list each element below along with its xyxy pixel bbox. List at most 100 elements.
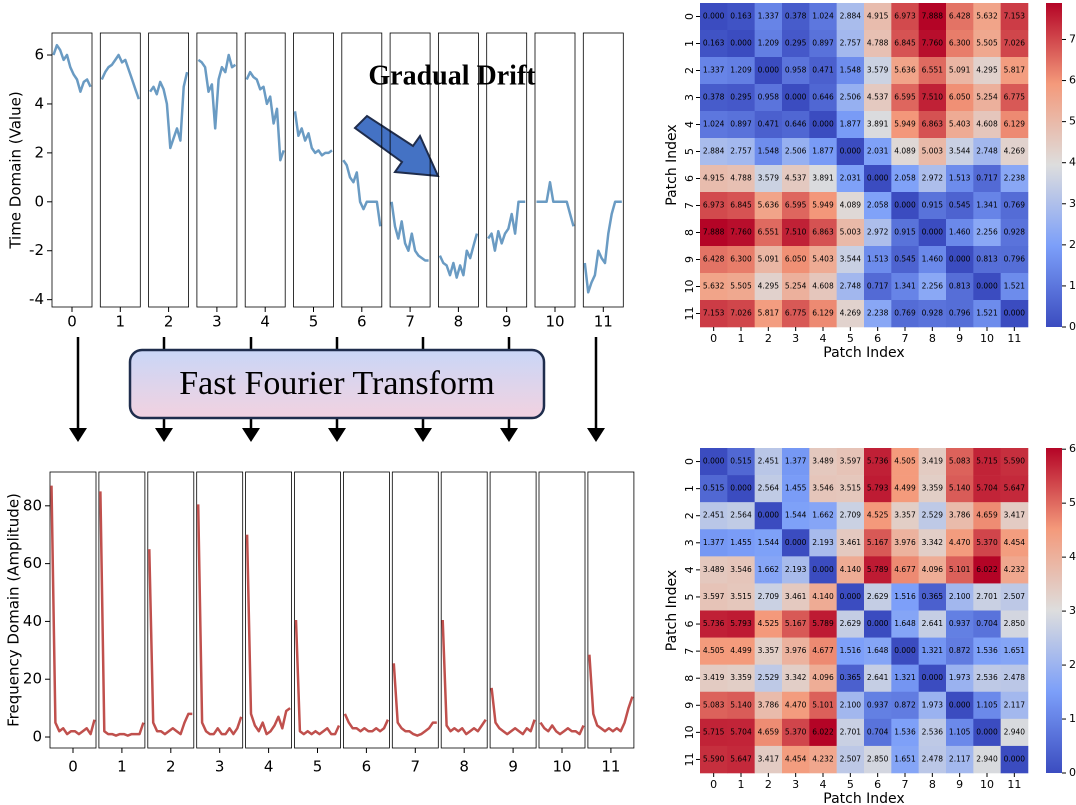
series-line	[149, 71, 189, 150]
heatmap-cell	[809, 529, 837, 557]
heatmap-cell	[973, 84, 1001, 112]
heatmap-cell	[700, 583, 728, 611]
heatmap-cell	[754, 475, 783, 503]
heatmap-cell	[754, 219, 783, 247]
heatmap-cell	[700, 745, 728, 774]
cell-label: 4.788	[867, 39, 889, 48]
cell-label: 2.748	[976, 147, 998, 156]
heatmap-cell	[891, 583, 919, 611]
cell-label: 1.341	[894, 282, 916, 291]
panel-frame	[534, 32, 576, 308]
heatmap-cell	[836, 30, 865, 58]
cell-label: 2.536	[922, 727, 944, 736]
heatmap-cell	[836, 610, 865, 638]
heatmap-cell	[864, 273, 892, 301]
cell-label: 5.632	[976, 12, 998, 21]
heatmap-cell	[727, 219, 755, 247]
heatmap-cell	[918, 57, 947, 85]
colorbar-tick-label: 6	[1069, 442, 1076, 455]
heatmap-cell	[700, 529, 728, 557]
cell-label: 4.232	[1004, 565, 1026, 574]
cell-label: 2.100	[840, 700, 862, 709]
y-tick-label: 8	[683, 229, 696, 236]
colorbar	[1046, 3, 1062, 327]
heatmap-cell	[782, 30, 810, 58]
heatmap-cell	[754, 30, 783, 58]
cell-label: 3.461	[840, 538, 862, 547]
y-tick-label: 9	[683, 256, 696, 263]
heatmap-cell	[918, 610, 947, 638]
heatmap-cell	[946, 610, 974, 638]
panel-frame	[196, 32, 238, 308]
heatmap-cell	[864, 246, 892, 274]
heatmap-cell	[700, 219, 728, 247]
cell-label: 1.341	[976, 201, 998, 210]
x-tick-label: 2	[166, 758, 176, 776]
y-tick-label: 2	[683, 67, 696, 74]
cell-label: 1.455	[785, 484, 807, 493]
cell-label: 4.140	[840, 565, 862, 574]
cell-label: 4.089	[840, 201, 862, 210]
heatmap-cell	[864, 57, 892, 85]
heatmap-cell	[727, 637, 755, 665]
cell-label: 5.647	[730, 754, 752, 763]
cell-label: 0.813	[976, 255, 998, 264]
heatmap-cell	[836, 84, 865, 112]
heatmap-cell	[946, 273, 974, 301]
cell-label: 3.489	[703, 565, 725, 574]
x-tick-label: 0	[710, 778, 717, 791]
cell-label: 0.471	[758, 120, 780, 129]
y-tick-label: 6	[683, 621, 696, 628]
heatmap-cell	[754, 448, 783, 476]
x-axis-label: Patch Index	[823, 791, 904, 805]
heatmap-cell	[891, 84, 919, 112]
heatmap-cell	[891, 57, 919, 85]
cell-label: 2.564	[730, 511, 752, 520]
cell-label: 3.891	[812, 174, 834, 183]
cell-label: 2.031	[840, 174, 862, 183]
cell-label: 4.525	[867, 511, 889, 520]
cell-label: 4.915	[867, 12, 889, 21]
cell-label: 1.536	[976, 646, 998, 655]
x-tick-label: 9	[502, 313, 512, 331]
cell-label: 4.537	[867, 93, 889, 102]
heatmap-cell	[754, 745, 783, 774]
x-tick-label: 2	[765, 778, 772, 791]
heatmap-cell	[973, 610, 1001, 638]
cell-label: 5.254	[785, 282, 807, 291]
cell-label: 1.877	[840, 120, 862, 129]
heatmap-cell	[782, 637, 810, 665]
heatmap-cell	[973, 300, 1001, 328]
cell-label: 0.769	[1004, 201, 1026, 210]
heatmap-cell	[973, 30, 1001, 58]
heatmap-cell	[727, 610, 755, 638]
heatmap-cell	[891, 273, 919, 301]
heatmap-cell	[809, 637, 837, 665]
heatmap-cell	[1000, 475, 1029, 503]
heatmap-cell	[973, 273, 1001, 301]
cell-label: 0.796	[949, 309, 971, 318]
y-axis-label: Patch Index	[664, 124, 680, 205]
heatmap-cell	[1000, 583, 1029, 611]
cell-label: 2.709	[758, 592, 780, 601]
panel-frame	[99, 32, 141, 308]
x-tick-label: 1	[738, 332, 745, 345]
heatmap-cell	[836, 529, 865, 557]
heatmap-cell	[754, 138, 783, 166]
x-tick-label: 1	[116, 313, 126, 331]
heatmap-cell	[973, 111, 1001, 139]
heatmap-cell	[836, 138, 865, 166]
cell-label: 5.003	[840, 228, 862, 237]
cell-label: 0.378	[785, 12, 807, 21]
x-tick-label: 7	[902, 778, 909, 791]
y-tick-label: 6	[683, 175, 696, 182]
cell-label: 7.510	[922, 93, 944, 102]
cell-label: 2.629	[867, 592, 889, 601]
heatmap-cell	[809, 300, 837, 328]
cell-label: 4.454	[785, 754, 807, 763]
cell-label: 5.736	[703, 619, 725, 628]
cell-label: 2.884	[840, 12, 862, 21]
heatmap-cell	[754, 3, 783, 31]
heatmap-cell	[836, 502, 865, 530]
heatmap-cell	[754, 165, 783, 193]
